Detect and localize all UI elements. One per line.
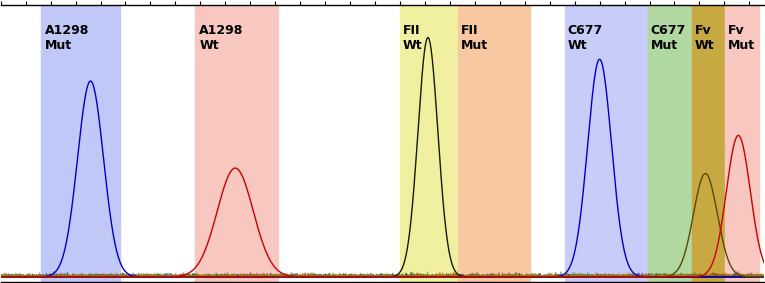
Bar bbox=[195, 5, 278, 282]
Text: FII
Mut: FII Mut bbox=[461, 24, 488, 52]
Bar bbox=[400, 5, 458, 282]
Text: C677
Mut: C677 Mut bbox=[650, 24, 685, 52]
Text: C677
Wt: C677 Wt bbox=[568, 24, 603, 52]
Text: FII
Wt: FII Wt bbox=[403, 24, 422, 52]
Text: Fv
Mut: Fv Mut bbox=[728, 24, 756, 52]
Text: Fv
Wt: Fv Wt bbox=[695, 24, 714, 52]
Bar bbox=[647, 5, 692, 282]
Bar bbox=[692, 5, 725, 282]
Text: A1298
Mut: A1298 Mut bbox=[44, 24, 89, 52]
Text: A1298
Wt: A1298 Wt bbox=[200, 24, 244, 52]
Bar bbox=[458, 5, 529, 282]
Bar bbox=[565, 5, 647, 282]
Bar bbox=[725, 5, 760, 282]
Bar bbox=[41, 5, 120, 282]
